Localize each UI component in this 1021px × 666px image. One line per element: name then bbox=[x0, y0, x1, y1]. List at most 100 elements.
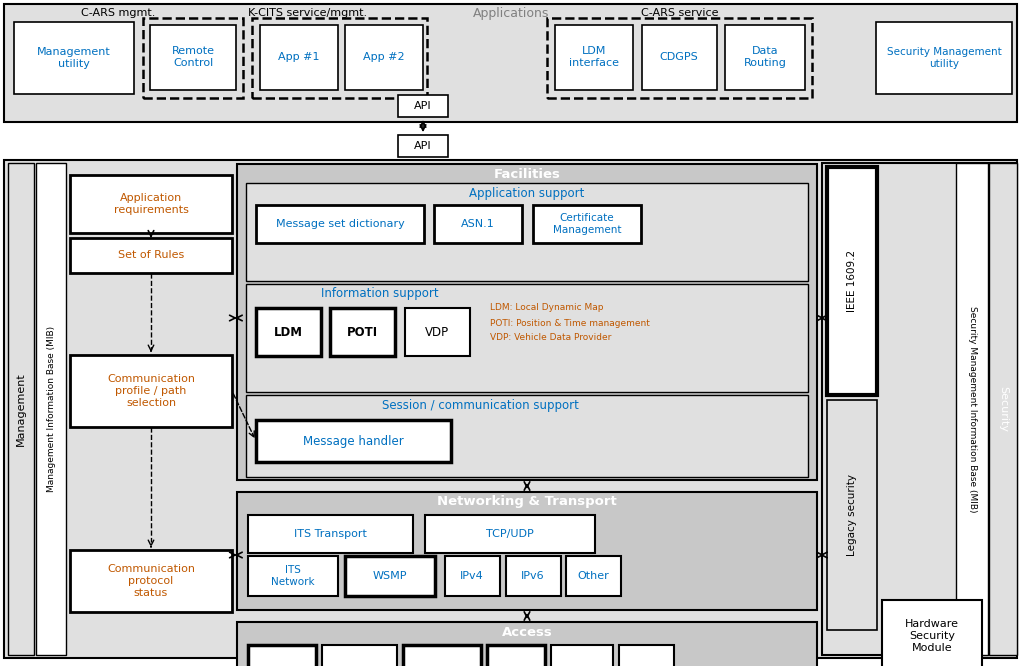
Bar bbox=[405, 308, 470, 356]
Text: VDP: VDP bbox=[425, 326, 449, 338]
Bar bbox=[345, 556, 435, 596]
Bar bbox=[256, 420, 451, 462]
Text: ITS Transport: ITS Transport bbox=[294, 529, 367, 539]
Text: Other: Other bbox=[577, 571, 609, 581]
Bar bbox=[555, 25, 633, 90]
Bar bbox=[876, 22, 1012, 94]
Text: POTI: POTI bbox=[346, 326, 378, 338]
Text: Security: Security bbox=[998, 386, 1008, 432]
Text: ASN.1: ASN.1 bbox=[461, 219, 495, 229]
Bar bbox=[70, 355, 232, 427]
Text: LDM: LDM bbox=[274, 326, 302, 338]
Text: Application
requirements: Application requirements bbox=[113, 193, 189, 215]
Text: Application support: Application support bbox=[470, 186, 585, 200]
Bar bbox=[4, 160, 1017, 658]
Text: Communication
profile / path
selection: Communication profile / path selection bbox=[107, 374, 195, 408]
Text: POTI: Position & Time management: POTI: Position & Time management bbox=[490, 318, 650, 328]
Bar bbox=[237, 622, 817, 666]
Text: Data
Routing: Data Routing bbox=[743, 46, 786, 68]
Bar bbox=[827, 167, 877, 395]
Bar bbox=[487, 645, 545, 666]
Bar bbox=[260, 25, 338, 90]
Text: Session / communication support: Session / communication support bbox=[382, 400, 579, 412]
Bar bbox=[70, 175, 232, 233]
Text: Remote
Control: Remote Control bbox=[172, 46, 214, 68]
Text: Facilities: Facilities bbox=[493, 168, 561, 182]
Text: Set of Rules: Set of Rules bbox=[117, 250, 184, 260]
Bar bbox=[445, 556, 500, 596]
Text: C-ARS service: C-ARS service bbox=[641, 8, 719, 18]
Bar bbox=[398, 135, 448, 157]
Bar bbox=[822, 163, 1017, 655]
Bar bbox=[566, 556, 621, 596]
Bar bbox=[143, 18, 243, 98]
Bar bbox=[248, 645, 317, 666]
Bar bbox=[506, 556, 561, 596]
Text: ITS
Network: ITS Network bbox=[272, 565, 314, 587]
Text: Information support: Information support bbox=[322, 288, 439, 300]
Text: Networking & Transport: Networking & Transport bbox=[437, 496, 617, 509]
Bar bbox=[150, 25, 236, 90]
Text: VDP: Vehicle Data Provider: VDP: Vehicle Data Provider bbox=[490, 334, 612, 342]
Text: Security Management
utility: Security Management utility bbox=[886, 47, 1002, 69]
Bar bbox=[256, 308, 321, 356]
Text: Security Management Information Base (MIB): Security Management Information Base (MI… bbox=[968, 306, 976, 512]
Text: Message handler: Message handler bbox=[302, 434, 403, 448]
Bar bbox=[70, 238, 232, 273]
Bar bbox=[246, 395, 808, 477]
Text: TCP/UDP: TCP/UDP bbox=[486, 529, 534, 539]
Bar bbox=[237, 164, 817, 480]
Bar bbox=[551, 645, 613, 666]
Text: LDM
interface: LDM interface bbox=[569, 46, 619, 68]
Bar bbox=[248, 556, 338, 596]
Bar bbox=[434, 205, 522, 243]
Bar bbox=[246, 183, 808, 281]
Bar bbox=[4, 4, 1017, 122]
Text: Communication
protocol
status: Communication protocol status bbox=[107, 564, 195, 597]
Text: C-ARS mgmt.: C-ARS mgmt. bbox=[81, 8, 155, 18]
Bar bbox=[252, 18, 427, 98]
Bar bbox=[248, 515, 414, 553]
Text: Applications: Applications bbox=[473, 7, 549, 21]
Bar bbox=[619, 645, 674, 666]
Text: Management
utility: Management utility bbox=[37, 47, 111, 69]
Bar bbox=[14, 22, 134, 94]
Bar bbox=[642, 25, 717, 90]
Bar bbox=[882, 600, 982, 666]
Text: API: API bbox=[415, 141, 432, 151]
Text: App #2: App #2 bbox=[363, 52, 404, 62]
Text: App #1: App #1 bbox=[279, 52, 320, 62]
Text: IPv4: IPv4 bbox=[460, 571, 484, 581]
Bar bbox=[989, 163, 1017, 655]
Text: Access: Access bbox=[501, 625, 552, 639]
Text: IPv6: IPv6 bbox=[521, 571, 545, 581]
Text: IEEE 1609.2: IEEE 1609.2 bbox=[847, 250, 857, 312]
Text: Message set dictionary: Message set dictionary bbox=[276, 219, 404, 229]
Text: API: API bbox=[415, 101, 432, 111]
Bar bbox=[237, 492, 817, 610]
Bar bbox=[322, 645, 397, 666]
Bar bbox=[533, 205, 641, 243]
Text: CDGPS: CDGPS bbox=[660, 52, 698, 62]
Bar bbox=[403, 645, 481, 666]
Bar bbox=[330, 308, 395, 356]
Bar bbox=[725, 25, 805, 90]
Text: K-CITS service/mgmt.: K-CITS service/mgmt. bbox=[248, 8, 368, 18]
Text: WSMP: WSMP bbox=[373, 571, 407, 581]
Bar bbox=[345, 25, 423, 90]
Bar bbox=[827, 400, 877, 630]
Text: Hardware
Security
Module: Hardware Security Module bbox=[905, 619, 959, 653]
Text: Certificate
Management: Certificate Management bbox=[552, 213, 621, 235]
Bar bbox=[246, 284, 808, 392]
Bar bbox=[8, 163, 34, 655]
Bar bbox=[70, 550, 232, 612]
Bar bbox=[956, 163, 988, 655]
Bar bbox=[398, 95, 448, 117]
Bar bbox=[36, 163, 66, 655]
Bar bbox=[425, 515, 595, 553]
Bar bbox=[547, 18, 812, 98]
Text: Legacy security: Legacy security bbox=[847, 474, 857, 556]
Text: Management: Management bbox=[16, 372, 26, 446]
Text: Management Information Base (MIB): Management Information Base (MIB) bbox=[47, 326, 55, 492]
Text: LDM: Local Dynamic Map: LDM: Local Dynamic Map bbox=[490, 304, 603, 312]
